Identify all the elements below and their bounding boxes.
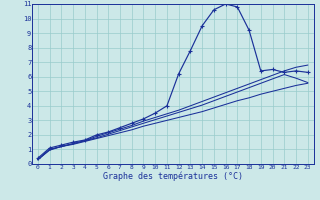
X-axis label: Graphe des températures (°C): Graphe des températures (°C) [103, 171, 243, 181]
